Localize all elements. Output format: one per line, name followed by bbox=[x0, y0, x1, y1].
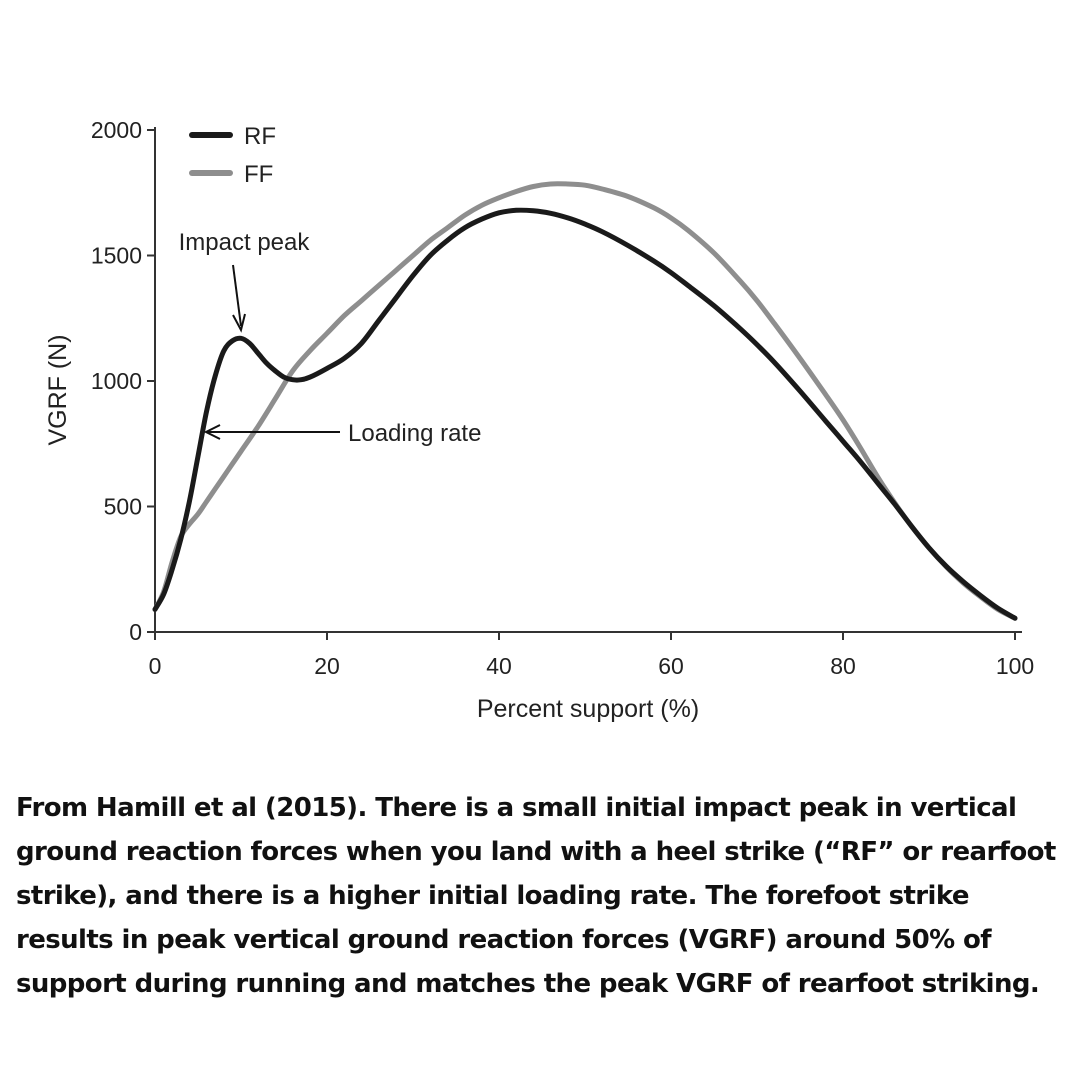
loading-rate-arrowhead bbox=[203, 424, 221, 440]
series-layer bbox=[152, 181, 1018, 621]
x-tick-label: 100 bbox=[996, 653, 1034, 679]
x-axis-label: Percent support (%) bbox=[477, 695, 699, 723]
y-axis-label: VGRF (N) bbox=[44, 334, 72, 445]
series-line-rf bbox=[152, 207, 1018, 621]
y-axis-ticks: 0 500 1000 1500 2000 bbox=[91, 117, 155, 645]
y-tick-label: 0 bbox=[129, 619, 142, 645]
x-tick-label: 40 bbox=[486, 653, 512, 679]
annotation-impact-peak-label: Impact peak bbox=[179, 229, 311, 256]
x-tick-label: 60 bbox=[658, 653, 684, 679]
annotation-impact-peak: Impact peak bbox=[179, 229, 311, 333]
x-axis-ticks: 0 20 40 60 80 100 bbox=[149, 632, 1034, 679]
y-tick-label: 1500 bbox=[91, 243, 142, 269]
legend: RF FF bbox=[189, 123, 276, 188]
x-tick-label: 20 bbox=[314, 653, 340, 679]
y-tick-label: 500 bbox=[104, 494, 142, 520]
legend-label-rf: RF bbox=[244, 123, 276, 150]
figure-caption: From Hamill et al (2015). There is a sma… bbox=[16, 793, 1056, 999]
legend-label-ff: FF bbox=[244, 161, 273, 188]
x-tick-label: 0 bbox=[149, 653, 162, 679]
impact-peak-arrowhead bbox=[232, 313, 246, 333]
annotation-loading-rate-label: Loading rate bbox=[348, 420, 481, 447]
y-tick-label: 1000 bbox=[91, 368, 142, 394]
impact-peak-arrow-shaft bbox=[232, 264, 242, 327]
x-tick-label: 80 bbox=[830, 653, 856, 679]
series-line-ff bbox=[152, 181, 1018, 621]
y-tick-label: 2000 bbox=[91, 117, 142, 143]
vgrf-chart: 0 500 1000 1500 2000 0 20 40 60 80 100 Percent su… bbox=[44, 117, 1034, 723]
annotation-loading-rate: Loading rate bbox=[203, 420, 481, 447]
